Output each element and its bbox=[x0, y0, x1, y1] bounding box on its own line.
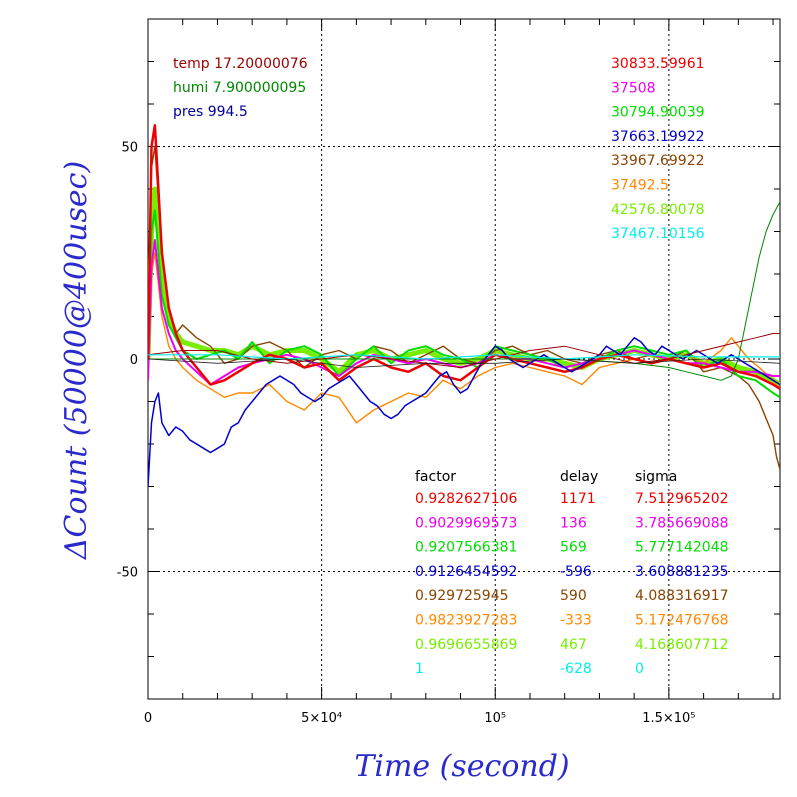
table-header-sigma: sigma bbox=[635, 469, 677, 485]
table-cell-factor: 0.9126454592 bbox=[415, 564, 517, 580]
table-cell-sigma: 5.172476768 bbox=[635, 613, 729, 629]
y-tick-label-1: 0 bbox=[130, 353, 138, 368]
table-header-factor: factor bbox=[415, 469, 456, 485]
env-label-1: humi 7.900000095 bbox=[173, 80, 306, 96]
table-header-delay: delay bbox=[560, 469, 598, 485]
table-cell-sigma: 3.608881235 bbox=[635, 564, 729, 580]
mean-label-3: 37663.19922 bbox=[611, 129, 705, 145]
table-cell-sigma: 0 bbox=[635, 661, 644, 677]
table-cell-delay: -596 bbox=[560, 564, 592, 580]
tick-labels: 0 5×10⁴ 10⁵ 1.5×10⁵ -50 0 50 bbox=[117, 141, 696, 727]
table-cell-delay: 1171 bbox=[560, 491, 596, 507]
series-line-10 bbox=[148, 358, 780, 368]
mean-label-4: 33967.69922 bbox=[611, 153, 705, 169]
table-cell-factor: 1 bbox=[415, 661, 424, 677]
table-cell-sigma: 3.785669088 bbox=[635, 515, 729, 531]
table-cell-delay: 467 bbox=[560, 637, 587, 653]
table-cell-factor: 0.9823927283 bbox=[415, 613, 517, 629]
series-line-3 bbox=[148, 252, 780, 424]
series-line-6 bbox=[148, 337, 780, 487]
y-tick-label-0: -50 bbox=[117, 566, 138, 581]
x-tick-label-0: 0 bbox=[144, 711, 152, 726]
table-cell-sigma: 4.088316917 bbox=[635, 588, 729, 604]
table-cell-delay: -628 bbox=[560, 661, 592, 677]
table-cell-factor: 0.929725945 bbox=[415, 588, 509, 604]
mean-label-1: 37508 bbox=[611, 80, 656, 96]
mean-label-5: 37492.5 bbox=[611, 178, 669, 194]
table-cell-factor: 0.9282627106 bbox=[415, 491, 518, 507]
x-axis-title: Time (second) bbox=[354, 749, 569, 784]
env-label-2: pres 994.5 bbox=[173, 104, 248, 120]
table-cell-factor: 0.9207566381 bbox=[415, 540, 517, 556]
y-tick-label-2: 50 bbox=[121, 141, 138, 156]
series-lines bbox=[148, 124, 780, 487]
x-tick-label-1: 5×10⁴ bbox=[301, 711, 342, 726]
table-cell-delay: 569 bbox=[560, 540, 587, 556]
table-cell-factor: 0.9029969573 bbox=[415, 515, 517, 531]
table-cell-delay: 590 bbox=[560, 588, 587, 604]
x-tick-label-2: 10⁵ bbox=[484, 711, 506, 726]
mean-label-2: 30794.90039 bbox=[611, 105, 705, 121]
table-cell-sigma: 4.168607712 bbox=[635, 637, 729, 653]
annotations: temp 17.20000076 humi 7.900000095 pres 994… bbox=[173, 56, 729, 677]
series-line-9 bbox=[148, 354, 780, 360]
mean-label-0: 30833.59961 bbox=[611, 56, 705, 72]
table-cell-sigma: 7.512965202 bbox=[635, 491, 729, 507]
y-axis-title: ΔCount (50000@400usec) bbox=[59, 161, 94, 560]
env-label-0: temp 17.20000076 bbox=[173, 56, 308, 72]
table-cell-factor: 0.9696655869 bbox=[415, 637, 517, 653]
series-line-7 bbox=[148, 201, 780, 381]
table-cell-delay: -333 bbox=[560, 613, 592, 629]
mean-label-6: 42576.80078 bbox=[611, 202, 705, 218]
table-cell-delay: 136 bbox=[560, 515, 587, 531]
x-tick-label-3: 1.5×10⁵ bbox=[642, 711, 695, 726]
table-cell-sigma: 5.777142048 bbox=[635, 540, 729, 556]
mean-label-7: 37467.10156 bbox=[611, 226, 705, 242]
series-line-1 bbox=[148, 145, 780, 470]
